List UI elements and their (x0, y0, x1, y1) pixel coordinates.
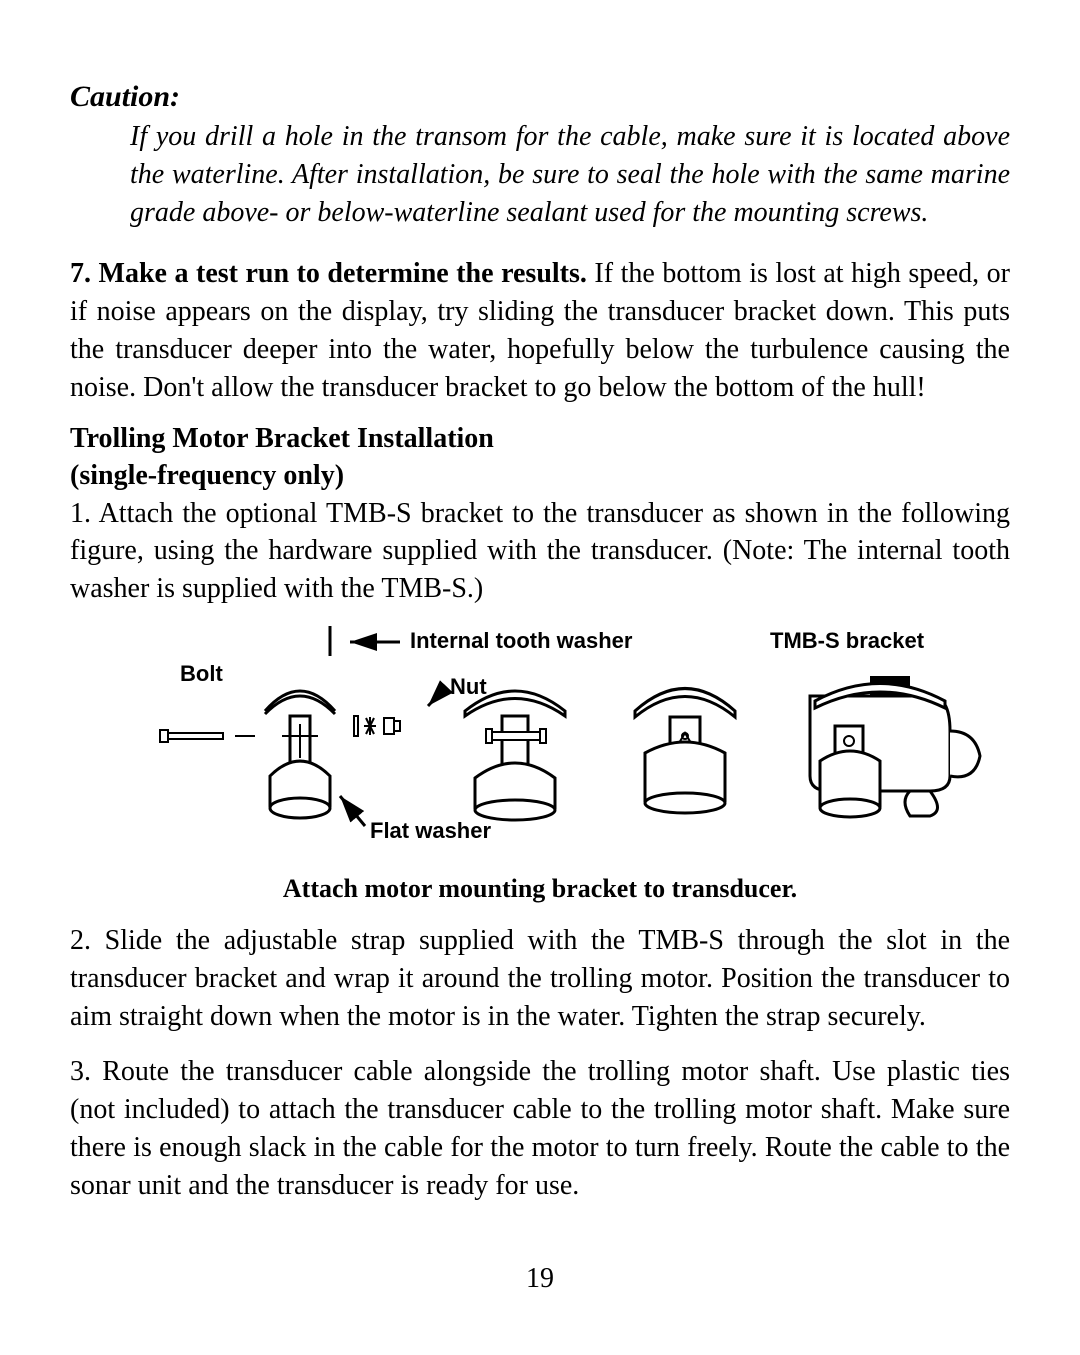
step-7: 7. Make a test run to determine the resu… (70, 255, 1010, 406)
label-flat-washer: Flat washer (370, 818, 491, 843)
page: Caution: If you drill a hole in the tran… (0, 0, 1080, 1355)
section-heading-line1: Trolling Motor Bracket Installation (70, 421, 1010, 456)
label-tmb-s-bracket: TMB-S bracket (770, 628, 925, 653)
figure-bracket-assembly: Bolt Internal tooth washer Nut TMB-S bra… (70, 626, 1010, 866)
step-2: 2. Slide the adjustable strap supplied w… (70, 922, 1010, 1035)
section-heading-line2: (single-frequency only) (70, 458, 1010, 493)
page-number: 19 (0, 1263, 1080, 1295)
label-bolt: Bolt (180, 661, 223, 686)
label-internal-tooth-washer: Internal tooth washer (410, 628, 633, 653)
caution-body: If you drill a hole in the transom for t… (130, 118, 1010, 231)
step-3: 3. Route the transducer cable alongside … (70, 1053, 1010, 1204)
label-nut: Nut (450, 674, 487, 699)
step-7-lead: 7. Make a test run to determine the resu… (70, 258, 587, 289)
figure-caption: Attach motor mounting bracket to transdu… (70, 874, 1010, 904)
caution-heading: Caution: (70, 80, 1010, 114)
step-1: 1. Attach the optional TMB-S bracket to … (70, 495, 1010, 608)
